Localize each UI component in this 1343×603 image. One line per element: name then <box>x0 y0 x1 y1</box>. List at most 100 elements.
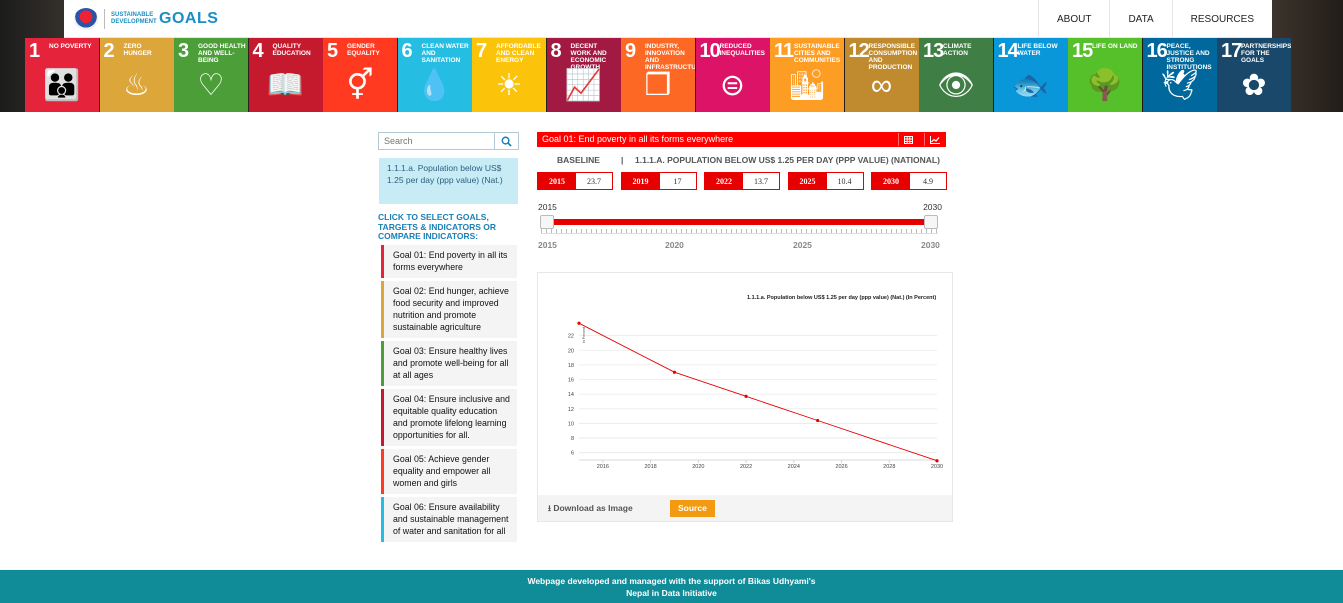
dove-icon: 🕊 <box>1160 69 1199 102</box>
goal-tile-12[interactable]: 12 RESPONSIBLE CONSUMPTION AND PRODUCTION… <box>844 38 919 112</box>
slider-handle-to[interactable] <box>924 215 938 229</box>
value: 23.7 <box>576 173 612 189</box>
nav-about[interactable]: ABOUT <box>1038 0 1109 38</box>
goal-tile-8[interactable]: 8 DECENT WORK AND ECONOMIC GROWTH 📈 <box>546 38 621 112</box>
bowl-icon: ♨ <box>123 69 150 102</box>
download-label: Download as Image <box>553 503 633 513</box>
goal-tile-5[interactable]: 5 GENDER EQUALITY ⚥ <box>323 38 397 112</box>
data-point <box>672 370 677 374</box>
goal-list-item[interactable]: Goal 02: End hunger, achieve food securi… <box>381 281 517 338</box>
goal-tile-10[interactable]: 10 REDUCED INEQUALITIES ⊜ <box>695 38 770 112</box>
source-button[interactable]: Source <box>670 500 715 517</box>
data-point <box>577 321 581 325</box>
nepal-emblem-icon <box>74 8 98 30</box>
goal-tile-17[interactable]: 17 PARTNERSHIPS FOR THE GOALS ✿ <box>1217 38 1291 112</box>
nav-data[interactable]: DATA <box>1109 0 1171 38</box>
chart-view-button[interactable] <box>924 133 944 146</box>
year-value-box: 2022 13.7 <box>704 172 780 190</box>
people-icon: 👪 <box>43 69 81 102</box>
goal-tile-7[interactable]: 7 AFFORDABLE AND CLEAN ENERGY ☀ <box>472 38 546 112</box>
logo-big-text: GOALS <box>159 10 219 27</box>
chart-title: 1.1.1.a. Population below US$ 1.25 per d… <box>747 295 937 301</box>
sdg-goal-tiles: 1 NO POVERTY 👪 2 ZERO HUNGER ♨ 3 GOOD HEALTH AN… <box>25 38 1291 112</box>
year-value-box: 2025 10.4 <box>787 172 864 190</box>
goal-list-item[interactable]: Goal 06: Ensure availability and sustain… <box>381 497 517 542</box>
goal-list-item[interactable]: Goal 01: End poverty in all its forms ev… <box>381 245 517 278</box>
site-logo[interactable]: SUSTAINABLE DEVELOPMENT GOALS <box>74 8 218 30</box>
slider-handle-from[interactable] <box>540 215 554 229</box>
goal-tile-14[interactable]: 14 LIFE BELOW WATER 🐟 <box>993 38 1068 112</box>
water-drop-icon: 💧 <box>415 69 454 102</box>
table-view-button[interactable] <box>898 133 918 146</box>
goal-list-item[interactable]: Goal 05: Achieve gender equality and emp… <box>381 449 517 494</box>
value: 17 <box>659 173 696 189</box>
goal-title: GENDER EQUALITY <box>347 43 380 57</box>
goal-title: CLEAN WATER AND SANITATION <box>421 43 469 64</box>
infinity-icon: ∞ <box>870 69 893 102</box>
goal-tile-11[interactable]: 11 SUSTAINABLE CITIES AND COMMUNITIES 🏙 <box>770 38 844 112</box>
baseline-label: BASELINE <box>557 155 600 165</box>
y-tick-label: 18 <box>568 363 574 369</box>
growth-chart-icon: 📈 <box>564 69 603 102</box>
search-input[interactable] <box>379 133 494 149</box>
data-point <box>816 418 820 423</box>
goal-tile-2[interactable]: 2 ZERO HUNGER ♨ <box>99 38 174 112</box>
slider-track[interactable] <box>540 219 938 225</box>
goal-number: 11 <box>774 40 794 62</box>
year: 2019 <box>621 173 660 189</box>
goal-title: GOOD HEALTH AND WELL-BEING <box>198 43 246 64</box>
indicator-label: 1.1.1.A. POPULATION BELOW US$ 1.25 PER D… <box>635 155 940 165</box>
goal-tile-13[interactable]: 13 CLIMATE ACTION 👁 <box>919 38 993 112</box>
goal-tile-6[interactable]: 6 CLEAN WATER AND SANITATION 💧 <box>397 38 472 112</box>
goal-tile-4[interactable]: 4 QUALITY EDUCATION 📖 <box>248 38 323 112</box>
goal-tile-16[interactable]: 16 PEACE, JUSTICE AND STRONG INSTITUTIONS… <box>1142 38 1217 112</box>
goal-header: Goal 01: End poverty in all its forms ev… <box>537 132 946 147</box>
search-box <box>378 132 519 150</box>
selected-indicator[interactable]: 1.1.1.a. Population below US$ 1.25 per d… <box>379 158 518 204</box>
goal-title: INDUSTRY, INNOVATION AND INFRASTRUCTURE <box>645 43 695 71</box>
slider-to-label: 2030 <box>923 202 942 212</box>
data-point <box>935 459 939 463</box>
goal-tile-3[interactable]: 3 GOOD HEALTH AND WELL-BEING ♡ <box>174 38 248 112</box>
city-icon: 🏙 <box>787 69 827 102</box>
goal-tile-1[interactable]: 1 NO POVERTY 👪 <box>25 38 99 112</box>
chart-footer: ⭳ Download as Image Source <box>538 495 952 521</box>
x-tick-label: 2022 <box>740 464 752 470</box>
sun-icon: ☀ <box>495 69 523 102</box>
goal-list-item[interactable]: Goal 03: Ensure healthy lives and promot… <box>381 341 517 386</box>
y-tick-label: 16 <box>568 378 574 384</box>
goal-list-item[interactable]: Goal 04: Ensure inclusive and equitable … <box>381 389 517 446</box>
search-button[interactable] <box>494 133 518 149</box>
year-range-slider: 2015 2030 2015 2020 2025 2030 <box>537 200 942 255</box>
x-tick-label: 2026 <box>835 464 847 470</box>
main-nav: ABOUT DATA RESOURCES <box>1038 0 1272 38</box>
goal-number: 5 <box>327 40 338 62</box>
goal-number: 8 <box>550 40 562 62</box>
goal-title: RESPONSIBLE CONSUMPTION AND PRODUCTION <box>868 43 918 71</box>
equal-icon: ⊜ <box>719 69 746 102</box>
y-tick-label: 14 <box>568 392 574 398</box>
select-goals-heading: CLICK TO SELECT GOALS, TARGETS & INDICAT… <box>378 212 497 241</box>
year-value-box: 2015 23.7 <box>537 172 613 190</box>
y-tick-label: 8 <box>571 436 574 442</box>
goal-tile-15[interactable]: 15 LIFE ON LAND 🌳 <box>1068 38 1142 112</box>
x-tick-label: 2016 <box>597 464 609 470</box>
search-icon <box>501 136 512 147</box>
goal-title: LIFE ON LAND <box>1092 43 1138 50</box>
y-tick-label: 12 <box>568 407 574 413</box>
goal-tile-9[interactable]: 9 INDUSTRY, INNOVATION AND INFRASTRUCTURE… <box>621 38 695 112</box>
slider-scale-label: 2015 <box>538 240 557 250</box>
chart-panel: 1.1.1.a. Population below US$ 1.25 per d… <box>537 272 953 522</box>
book-icon: 📖 <box>266 69 305 102</box>
goal-title: DECENT WORK AND ECONOMIC GROWTH <box>570 43 607 71</box>
goal-number: 4 <box>252 40 264 62</box>
nav-resources[interactable]: RESOURCES <box>1171 0 1272 38</box>
download-image-button[interactable]: ⭳ Download as Image <box>548 503 633 517</box>
rings-icon: ✿ <box>1241 69 1267 102</box>
eye-globe-icon: 👁 <box>936 69 976 102</box>
goal-number: 15 <box>1072 40 1093 62</box>
goal-number: 1 <box>29 40 40 62</box>
goal-title: SUSTAINABLE CITIES AND COMMUNITIES <box>794 43 841 64</box>
footer-line-2: Nepal in Data Initiative <box>626 588 717 598</box>
